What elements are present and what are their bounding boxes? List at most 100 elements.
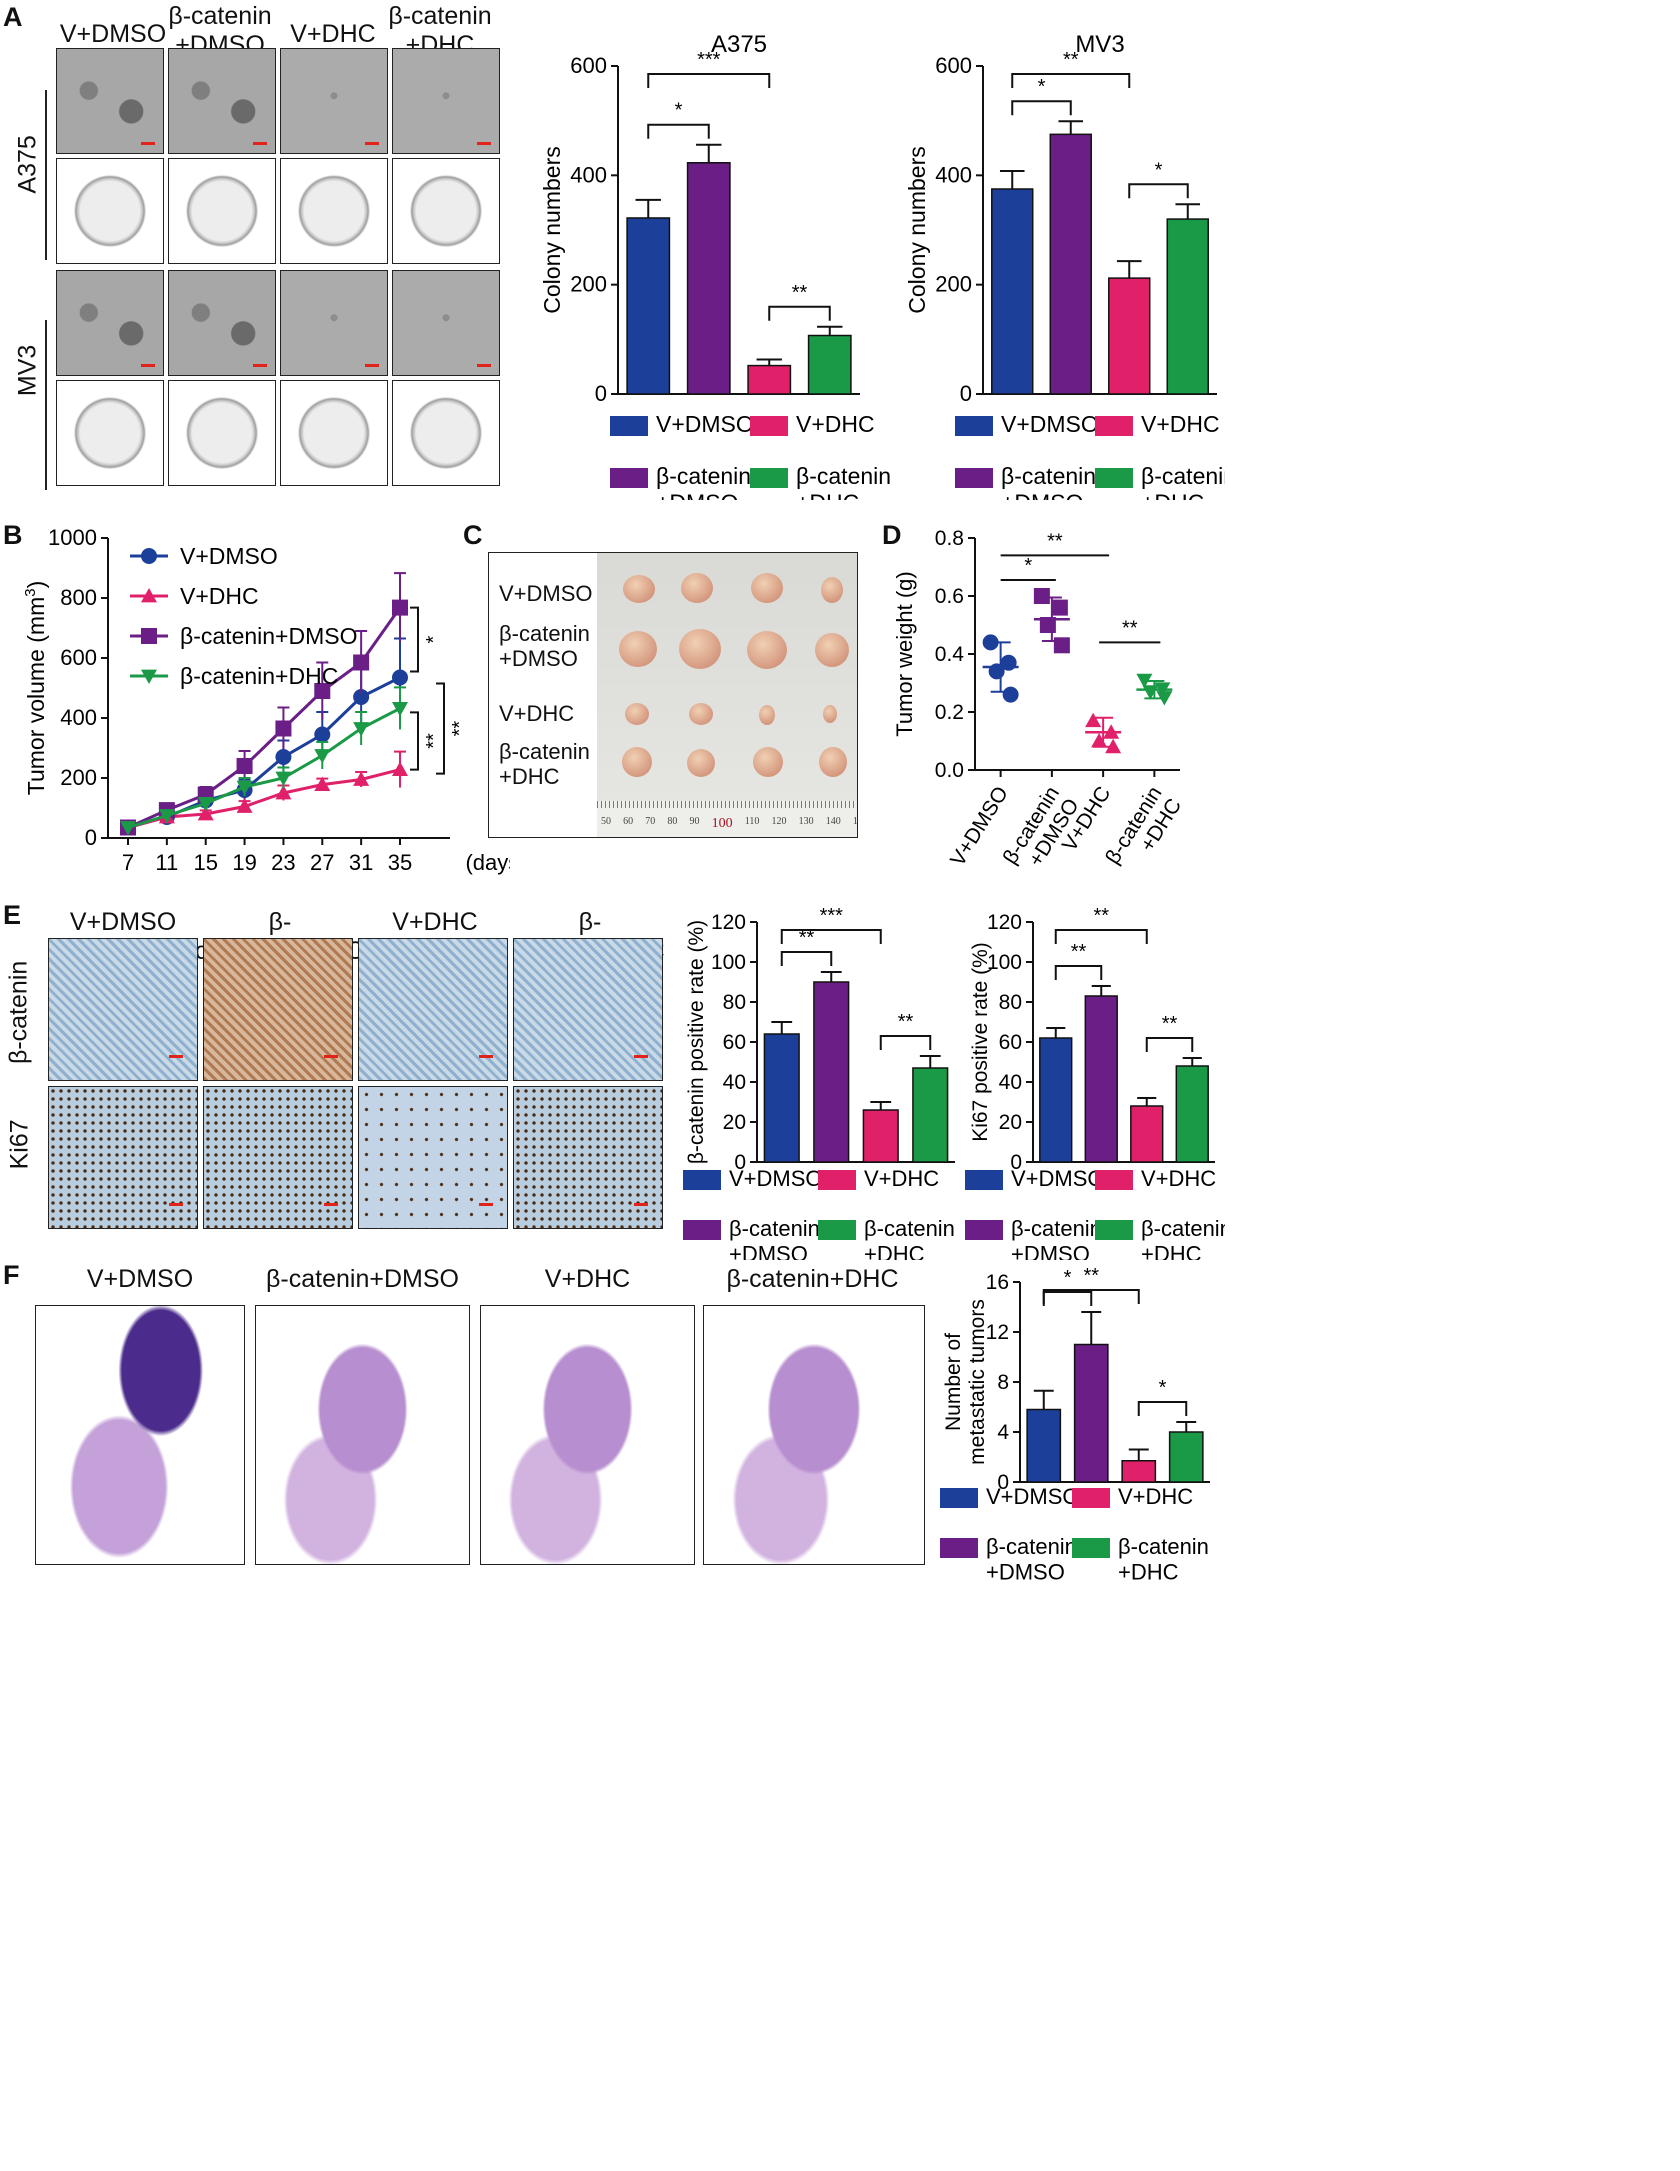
bar — [626, 217, 671, 395]
a375-micrograph-v-dmso — [56, 48, 164, 154]
data-point — [236, 780, 253, 795]
y-tick-label: 80 — [723, 991, 746, 1014]
significance-bracket-label: ** — [1063, 49, 1079, 71]
series-line — [127, 707, 401, 829]
significance-bracket — [647, 73, 771, 88]
legend-label: β-catenin+DMSO — [180, 623, 358, 649]
legend-label: V+DHC — [1141, 411, 1220, 437]
data-point — [197, 797, 214, 812]
tumor-photo — [689, 703, 713, 725]
panel-c-row-label-1: V+DMSO — [499, 581, 593, 606]
significance-bracket — [1054, 929, 1148, 944]
legend-swatch — [1095, 1170, 1133, 1190]
y-tick-label: 80 — [999, 991, 1022, 1014]
x-tick-label: 7 — [122, 850, 134, 875]
tumor-photo — [687, 749, 715, 777]
legend-label: β-catenin+DHC — [796, 463, 891, 500]
y-tick-label: 0 — [1010, 1151, 1022, 1174]
tumor-photo — [747, 631, 787, 669]
data-point — [353, 722, 370, 737]
significance-bracket-label: * — [675, 100, 683, 122]
chart-title: MV3 — [1075, 31, 1124, 58]
mv3-micrograph-v-dmso — [56, 270, 164, 376]
tumor-photo — [823, 705, 837, 723]
data-point — [141, 588, 157, 603]
bar — [1073, 1343, 1109, 1483]
panel-f-condition-4: β-catenin+DHC — [726, 1265, 899, 1293]
ruler-number: 100 — [711, 816, 733, 831]
y-tick-label: 120 — [711, 911, 746, 934]
data-point — [1051, 599, 1068, 616]
legend-swatch — [940, 1538, 978, 1558]
ruler-number: 70 — [645, 816, 656, 827]
y-tick-label: 120 — [987, 911, 1022, 934]
bar — [813, 981, 850, 1163]
mv3-dish-v-dhc — [280, 380, 388, 486]
y-tick-label: 400 — [935, 162, 972, 187]
panel-c-row-label-4-text: β-catenin +DHC — [499, 739, 590, 790]
significance-bracket — [436, 682, 445, 775]
significance-bracket-label: * — [1038, 76, 1046, 98]
data-point — [392, 702, 408, 717]
significance-bracket — [1145, 1037, 1194, 1052]
ruler-number: 90 — [689, 816, 700, 827]
ihc-bcatenin-bcat-dmso — [203, 938, 353, 1081]
data-point — [120, 821, 136, 836]
legend-swatch — [940, 1488, 978, 1508]
panel-c-row-label-2: β-catenin +DMSO — [499, 621, 590, 672]
panel-e-condition-3: V+DHC — [392, 908, 478, 936]
bar — [1175, 1065, 1209, 1163]
y-tick-label: 40 — [723, 1071, 746, 1094]
data-point — [275, 720, 292, 737]
bar — [991, 188, 1034, 395]
significance-bracket — [1137, 1401, 1188, 1416]
mv3-micrograph-bcat-dmso — [168, 270, 276, 376]
bar — [1026, 1408, 1062, 1483]
data-point — [314, 726, 331, 743]
bar — [807, 334, 852, 395]
y-tick-label: 0 — [85, 825, 97, 850]
legend-label: β-catenin+DMSO — [729, 1216, 820, 1260]
y-tick-label: 20 — [723, 1111, 746, 1134]
bar — [862, 1109, 899, 1163]
significance-bracket-label: ** — [1071, 941, 1087, 963]
a375-micrograph-v-dhc — [280, 48, 388, 154]
lung-section-bcat-dhc — [703, 1305, 925, 1565]
tumor-photo — [759, 705, 775, 725]
significance-line-label: ** — [1047, 530, 1063, 552]
y-axis-label: Tumor weight (g) — [892, 571, 917, 736]
ihc-bcatenin-v-dhc — [358, 938, 508, 1081]
significance-bracket-label: ** — [1162, 1013, 1178, 1035]
x-tick-label: 31 — [349, 850, 373, 875]
significance-bracket-label: ** — [898, 1011, 914, 1033]
legend-swatch — [610, 416, 648, 436]
legend-swatch — [1072, 1488, 1110, 1508]
ruler-number: 60 — [623, 816, 634, 827]
panel-c-ruler — [597, 801, 857, 837]
panel-a-condition-3: V+DHC — [290, 20, 376, 48]
data-point — [158, 809, 175, 824]
y-tick-label: 8 — [997, 1371, 1009, 1394]
panel-c-ruler-labels: 50 60 70 80 90 100 110 120 130 140 15 — [601, 816, 857, 832]
significance-bracket-label: ** — [792, 282, 808, 304]
significance-bracket — [410, 711, 419, 771]
a375-dish-bcat-dhc — [392, 158, 500, 264]
data-point — [353, 689, 370, 705]
legend-swatch — [818, 1220, 856, 1240]
panel-c-row-label-2-text: β-catenin +DMSO — [499, 621, 590, 672]
lung-section-bcat-dmso — [255, 1305, 470, 1565]
bar — [686, 162, 731, 395]
a375-dish-v-dhc — [280, 158, 388, 264]
y-tick-label: 1000 — [48, 525, 97, 550]
data-point — [392, 669, 408, 686]
y-tick-label: 40 — [999, 1071, 1022, 1094]
significance-bracket — [780, 929, 882, 944]
y-axis-label: Colony numbers — [904, 146, 930, 313]
legend-swatch — [683, 1220, 721, 1240]
legend-swatch — [818, 1170, 856, 1190]
significance-bracket-label: * — [1155, 159, 1163, 181]
bar — [1084, 995, 1118, 1163]
bar — [1108, 277, 1151, 395]
panel-letter-d: D — [882, 520, 902, 550]
